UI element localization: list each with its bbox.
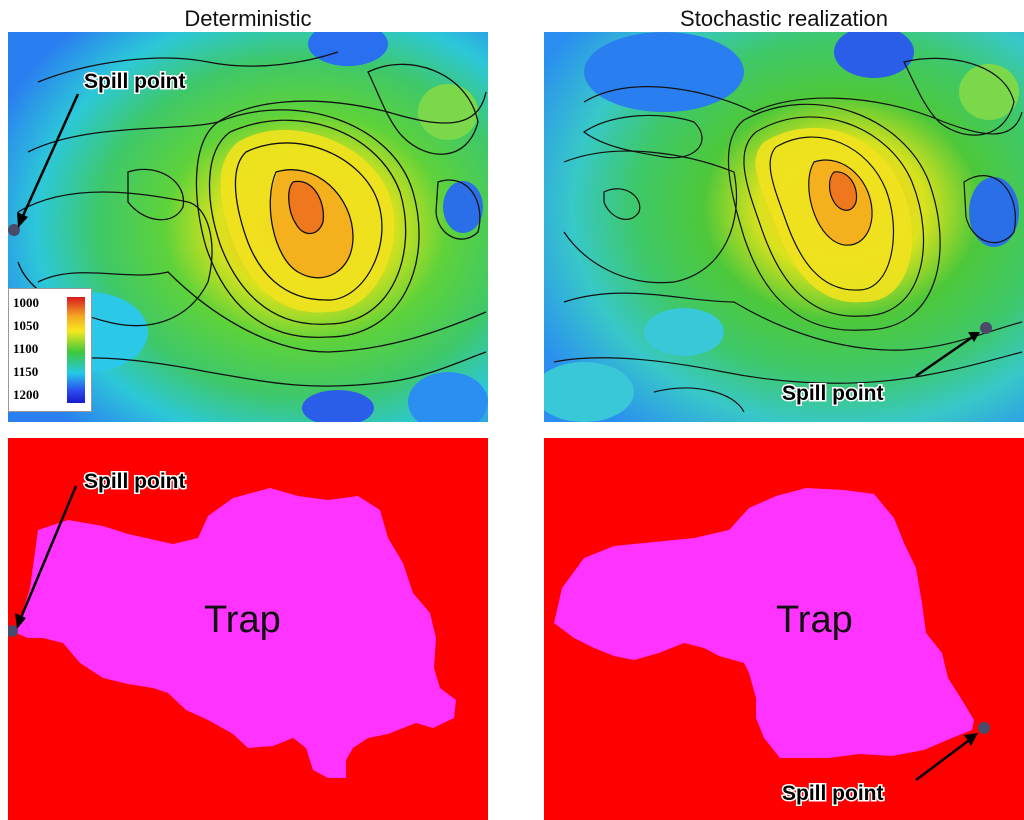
legend-tick: 1050 [13, 318, 39, 333]
legend-color-bar [67, 297, 85, 403]
spill-point-label-br: Spill point [782, 782, 883, 805]
stochastic-contour-svg: Spill point [544, 32, 1024, 422]
deterministic-title: Deterministic [184, 6, 312, 31]
stochastic-title: Stochastic realization [680, 6, 888, 31]
deterministic-trap-map: Spill point Trap [8, 438, 488, 820]
legend-tick: 1150 [13, 364, 39, 379]
legend-ticks: 1000 1050 1100 1150 1200 [13, 291, 61, 406]
spill-point-dot-br [978, 722, 990, 734]
stochastic-trap-map: Spill point Trap [544, 438, 1024, 820]
trap-region-tr [554, 488, 974, 758]
depth-legend: 1000 1050 1100 1150 1200 [8, 288, 92, 412]
spill-point-dot-tl [8, 224, 20, 236]
trap-label-br: Trap [776, 599, 853, 641]
trap-label-bl: Trap [204, 599, 281, 641]
legend-tick: 1200 [13, 387, 39, 402]
spill-point-dot-tr [980, 322, 992, 334]
deterministic-trap-svg: Spill point Trap [8, 438, 488, 820]
spill-point-dot-bl [8, 625, 18, 637]
stochastic-contour-map: Spill point [544, 32, 1024, 422]
spill-point-label-tr: Spill point [782, 382, 883, 405]
legend-tick: 1000 [13, 295, 39, 310]
spill-point-label-tl: Spill point [84, 70, 185, 93]
legend-tick: 1100 [13, 341, 39, 356]
spill-point-label-bl: Spill point [84, 470, 185, 493]
trap-region-tl [16, 488, 456, 778]
stochastic-trap-svg: Spill point Trap [544, 438, 1024, 820]
